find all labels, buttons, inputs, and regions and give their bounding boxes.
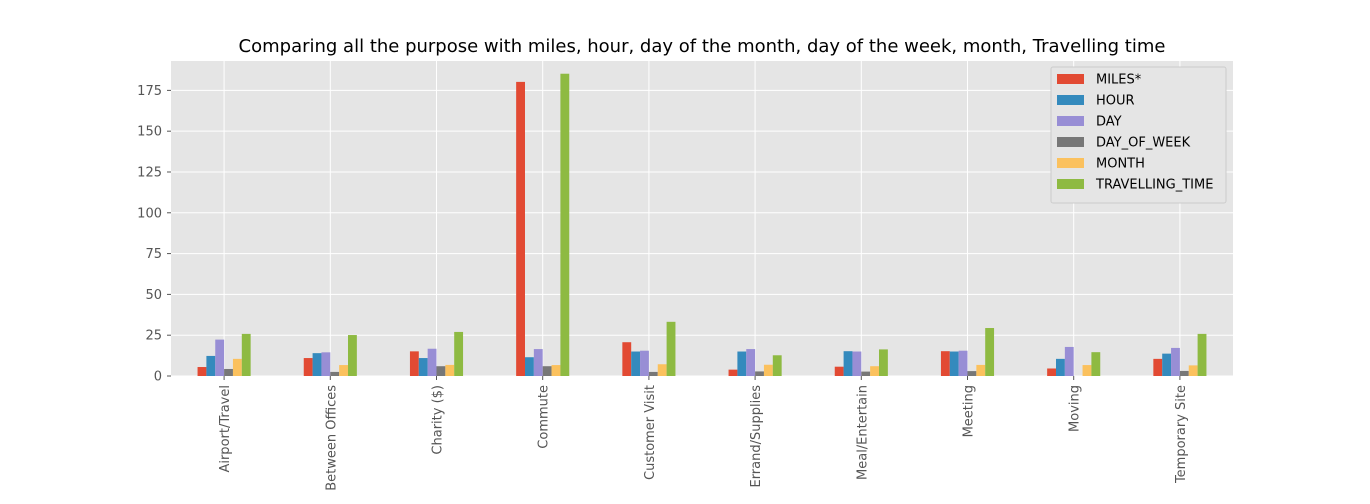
bar-miles--1 — [303, 358, 313, 376]
bar-travelling-time-6 — [879, 349, 888, 376]
x-tick-label: Between Offices — [324, 385, 339, 491]
bar-day-7 — [958, 350, 968, 376]
legend-label: MILES* — [1096, 73, 1142, 88]
legend-swatch — [1057, 95, 1084, 105]
bar-day-1 — [321, 352, 331, 376]
legend-label: DAY_OF_WEEK — [1096, 136, 1191, 151]
bar-miles--7 — [940, 351, 950, 376]
x-tick-label: Meal/Entertain — [855, 385, 870, 480]
bar-day-9 — [1171, 347, 1180, 376]
bar-hour-7 — [949, 351, 959, 376]
legend-label: TRAVELLING_TIME — [1095, 178, 1213, 193]
bar-month-3 — [551, 365, 561, 376]
bar-travelling-time-8 — [1091, 352, 1101, 376]
legend-label: MONTH — [1096, 157, 1145, 172]
chart-title: Comparing all the purpose with miles, ho… — [239, 36, 1166, 57]
legend-swatch — [1057, 158, 1084, 168]
bar-month-1 — [339, 365, 348, 376]
bar-hour-1 — [312, 353, 322, 376]
bar-travelling-time-0 — [241, 333, 251, 376]
bar-day-4 — [640, 350, 649, 376]
legend: MILES* HOUR DAY DAY_OF_WEEK MONTH TRAVELLING_… — [1050, 66, 1227, 204]
bar-day-of-week-9 — [1179, 370, 1189, 376]
bar-travelling-time-2 — [454, 331, 464, 376]
y-tick-label: 25 — [145, 329, 162, 344]
bar-travelling-time-5 — [772, 355, 782, 376]
bar-day-8 — [1064, 346, 1074, 376]
bar-month-2 — [445, 364, 455, 376]
legend-swatch — [1057, 74, 1084, 84]
legend-swatch — [1057, 179, 1084, 189]
legend-swatch — [1057, 137, 1084, 147]
bar-month-4 — [657, 364, 667, 376]
bar-travelling-time-7 — [985, 328, 995, 376]
bar-day-of-week-0 — [224, 368, 233, 376]
y-tick-label: 175 — [137, 84, 162, 99]
bar-hour-3 — [525, 357, 534, 376]
x-tick-label: Meeting — [962, 385, 977, 437]
bar-hour-0 — [206, 355, 216, 376]
bar-travelling-time-9 — [1197, 333, 1207, 376]
bar-day-2 — [427, 348, 437, 376]
legend-label: HOUR — [1096, 94, 1135, 109]
bar-day-0 — [215, 339, 225, 376]
bar-month-5 — [763, 364, 773, 376]
bar-day-of-week-1 — [330, 371, 340, 376]
bar-month-9 — [1188, 365, 1198, 376]
x-tick-label: Customer Visit — [643, 385, 658, 480]
bar-day-3 — [533, 349, 543, 376]
bar-day-of-week-7 — [967, 371, 977, 376]
x-tick-label: Temporary Site — [1174, 385, 1189, 484]
x-tick-label: Errand/Supplies — [749, 385, 764, 488]
x-tick-label: Charity ($) — [431, 385, 446, 455]
y-tick-label: 150 — [137, 125, 162, 140]
legend-box — [1050, 66, 1227, 204]
bar-month-8 — [1082, 365, 1092, 376]
bar-hour-8 — [1056, 358, 1065, 376]
bar-day-6 — [852, 351, 862, 376]
legend-swatch — [1057, 116, 1084, 126]
bar-hour-9 — [1162, 353, 1172, 376]
y-tick-label: 125 — [137, 165, 162, 180]
bar-travelling-time-1 — [348, 335, 357, 376]
x-tick-label: Airport/Travel — [218, 385, 233, 473]
bar-day-of-week-2 — [436, 366, 446, 376]
bar-miles--0 — [197, 367, 207, 376]
bar-day-5 — [746, 349, 756, 376]
bar-miles--5 — [728, 369, 738, 376]
bar-day-of-week-6 — [861, 371, 871, 376]
bar-month-7 — [976, 364, 986, 376]
x-tick-label: Commute — [537, 385, 552, 449]
bar-miles--9 — [1153, 358, 1163, 376]
bar-miles--3 — [516, 81, 525, 377]
y-tick-label: 75 — [145, 247, 162, 262]
bar-day-of-week-4 — [648, 371, 658, 376]
bar-hour-4 — [631, 351, 641, 376]
bar-day-of-week-5 — [755, 371, 764, 376]
bar-hour-5 — [737, 351, 747, 376]
bar-month-6 — [870, 366, 879, 376]
bar-day-of-week-3 — [542, 366, 552, 376]
legend-label: DAY — [1096, 115, 1122, 130]
bar-travelling-time-3 — [560, 73, 570, 377]
bar-hour-2 — [418, 358, 428, 376]
bar-travelling-time-4 — [666, 321, 676, 376]
y-tick-label: 50 — [145, 288, 162, 303]
bar-hour-6 — [843, 351, 853, 376]
bar-miles--2 — [409, 351, 419, 376]
bar-month-0 — [232, 358, 242, 376]
y-tick-label: 100 — [137, 206, 162, 221]
bar-miles--4 — [622, 342, 632, 376]
x-tick-label: Moving — [1068, 385, 1083, 432]
bar-miles--6 — [834, 366, 844, 376]
bar-miles--8 — [1047, 368, 1056, 376]
y-tick-label: 0 — [154, 370, 162, 385]
